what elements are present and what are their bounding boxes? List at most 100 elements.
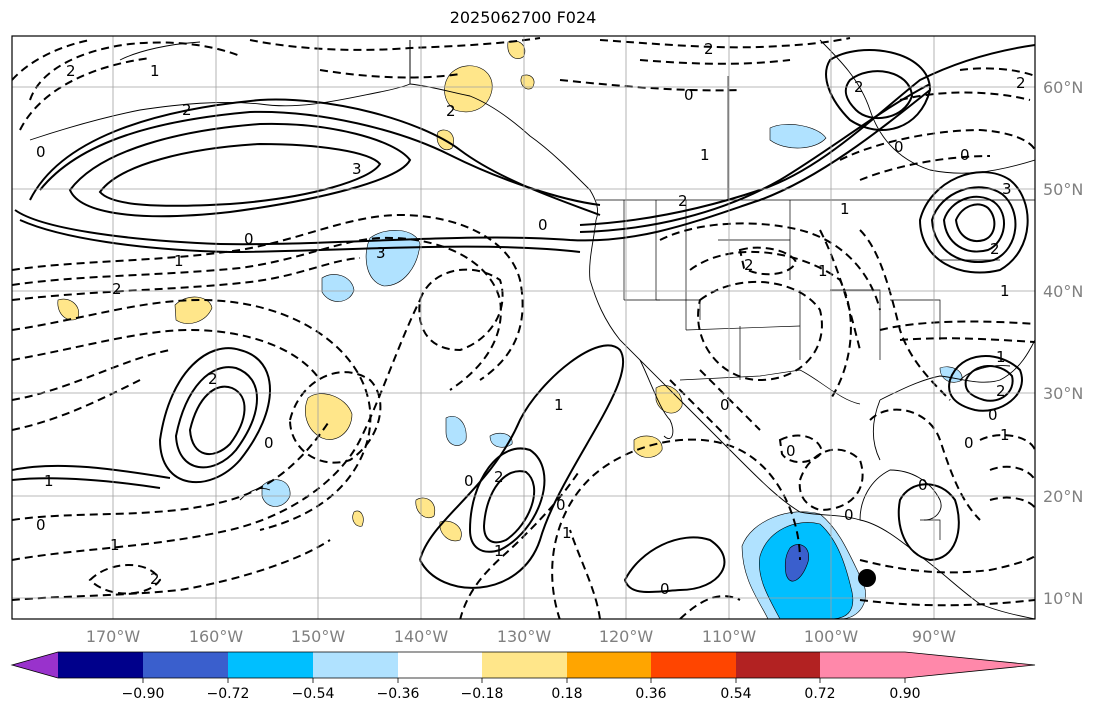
contour-label: 0 (684, 86, 694, 104)
lat-label: 50°N (1043, 180, 1083, 199)
contour-label: 0 (36, 516, 46, 534)
contour-label: 1 (562, 524, 572, 542)
contour-label: 3 (352, 160, 362, 178)
colorbar-tick-label: −0.72 (207, 686, 250, 702)
contour-label: 0 (556, 496, 566, 514)
colorbar-segment (313, 652, 398, 678)
contour-label: 0 (538, 216, 548, 234)
map-panel: 2 1 0 2 3 0 1 0 2 1 1 3 2 0 0 3 2 0 2 2 … (12, 36, 1035, 619)
colorbar-segment (58, 652, 143, 678)
contour-label: 1 (700, 146, 710, 164)
contour-label: 1 (174, 252, 184, 270)
core-negative-patch (784, 544, 810, 582)
lat-label: 60°N (1043, 78, 1083, 97)
colorbar-tick-label: −0.90 (122, 686, 165, 702)
contour-label: 0 (918, 476, 928, 494)
longitude-axis: 170°W 160°W 150°W 140°W 130°W 120°W 110°… (86, 627, 956, 646)
colorbar-segment (651, 652, 736, 678)
coastlines (29, 39, 1035, 619)
colorbar-tick-label: −0.54 (292, 686, 335, 702)
contour-label: 1 (996, 348, 1006, 366)
contour-label: 2 (678, 192, 688, 210)
anomaly-fills (57, 40, 963, 619)
contour-label: 2 (208, 370, 218, 388)
colorbar-tick-label: 0.54 (720, 686, 751, 702)
contour-label: 0 (786, 442, 796, 460)
lon-label: 170°W (86, 627, 141, 646)
contour-label: 0 (36, 143, 46, 161)
negative-patch (489, 432, 513, 448)
colorbar-segment (820, 652, 905, 678)
contour-label: 0 (720, 396, 730, 414)
contour-label: 1 (110, 536, 120, 554)
colorbar-tick-label: 0.90 (889, 686, 920, 702)
contour-label: 2 (854, 78, 864, 96)
contour-label: 0 (960, 146, 970, 164)
colorbar-tick-label: 0.72 (804, 686, 835, 702)
contour-label: 2 (112, 280, 122, 298)
lon-label: 110°W (702, 627, 757, 646)
colorbar-tick-label: 0.36 (635, 686, 666, 702)
contour-label: 1 (1000, 282, 1010, 300)
contour-label: 1 (818, 262, 828, 280)
colorbar-tick-label: 0.18 (551, 686, 582, 702)
colorbar: −0.90 −0.72 −0.54 −0.36 −0.18 0.18 0.36 … (10, 651, 1036, 702)
colorbar-segment (143, 652, 228, 678)
gridlines (12, 36, 1035, 619)
lat-label: 40°N (1043, 282, 1083, 301)
contour-label: 3 (376, 244, 386, 262)
lon-label: 100°W (804, 627, 859, 646)
positive-patch (174, 296, 213, 324)
contour-label: 2 (182, 101, 192, 119)
contour-label: 0 (844, 506, 854, 524)
lon-label: 130°W (497, 627, 552, 646)
contour-label: 2 (446, 102, 456, 120)
map-frame (11, 35, 1036, 620)
contour-label: 0 (244, 230, 254, 248)
lon-label: 90°W (912, 627, 956, 646)
colorbar-high-extend (905, 652, 1035, 678)
contour-label: 0 (264, 434, 274, 452)
colorbar-tick-label: −0.36 (377, 686, 420, 702)
lat-label: 20°N (1043, 487, 1083, 506)
positive-patch (633, 435, 663, 458)
negative-patch (365, 229, 421, 287)
positive-patch (439, 520, 462, 542)
colorbar-outline (10, 651, 1036, 679)
contour-label: 0 (964, 434, 974, 452)
lon-label: 120°W (599, 627, 654, 646)
contour-label: 2 (744, 256, 754, 274)
contour-label: 0 (988, 406, 998, 424)
colorbar-segment (567, 652, 651, 678)
lat-label: 10°N (1043, 589, 1083, 608)
location-marker (858, 569, 876, 587)
positive-patch (415, 497, 436, 519)
contour-label: 2 (996, 382, 1006, 400)
contour-label: 3 (1002, 180, 1012, 198)
lon-label: 160°W (189, 627, 244, 646)
political-borders (409, 40, 1035, 540)
positive-contours (12, 44, 1035, 593)
contour-label: 0 (464, 472, 474, 490)
negative-patch (445, 416, 467, 446)
colorbar-ticks (142, 678, 906, 683)
map-title: 2025062700 F024 (449, 8, 597, 27)
contour-label-group: 2 1 0 2 3 0 1 0 2 1 1 3 2 0 0 3 2 0 2 2 … (36, 40, 1026, 598)
colorbar-segment (398, 652, 482, 678)
colorbar-segment (482, 652, 567, 678)
contour-label: 2 (990, 240, 1000, 258)
negative-patch (769, 124, 827, 149)
negative-contours (12, 37, 1035, 619)
positive-patch (655, 385, 683, 414)
contour-label: 2 (1016, 74, 1026, 92)
colorbar-segment (736, 652, 820, 678)
contour-label: 2 (150, 570, 160, 588)
contour-label: 1 (1000, 426, 1010, 444)
contour-label: 0 (660, 580, 670, 598)
colorbar-low-extend (12, 652, 58, 678)
contour-label: 1 (554, 396, 564, 414)
contour-label: 2 (66, 62, 76, 80)
contour-label: 1 (44, 472, 54, 490)
lon-label: 140°W (394, 627, 449, 646)
